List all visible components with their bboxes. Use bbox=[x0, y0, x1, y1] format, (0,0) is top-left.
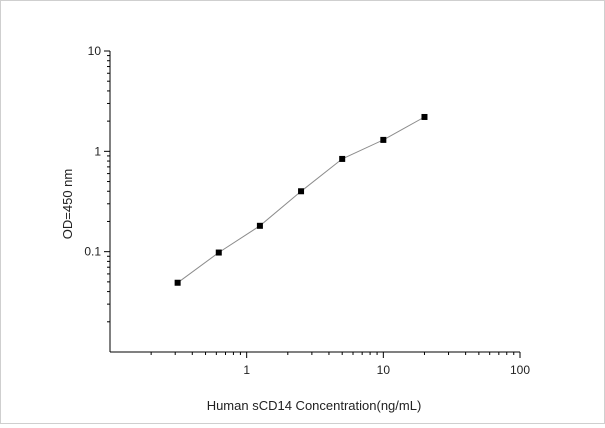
series-line bbox=[177, 116, 425, 284]
data-point bbox=[421, 113, 428, 120]
y-tick-label: 10 bbox=[88, 44, 102, 58]
y-axis-label: OD=450 nm bbox=[60, 169, 75, 239]
data-point bbox=[380, 136, 387, 143]
x-tick-label: 10 bbox=[377, 363, 391, 377]
data-point bbox=[174, 279, 181, 286]
y-tick-label: 1 bbox=[94, 144, 101, 158]
data-point bbox=[298, 188, 305, 195]
curve bbox=[177, 116, 425, 284]
data-point bbox=[256, 222, 263, 229]
x-tick-label: 100 bbox=[510, 363, 530, 377]
data-point bbox=[339, 155, 346, 162]
data-points bbox=[174, 113, 428, 286]
y-tick-label: 0.1 bbox=[84, 245, 101, 259]
ticks: 1 10 100 0.1 1 10 bbox=[84, 44, 530, 377]
x-axis-label: Human sCD14 Concentration(ng/mL) bbox=[207, 398, 422, 413]
axes bbox=[109, 51, 520, 353]
data-point bbox=[215, 249, 222, 256]
x-tick-label: 1 bbox=[243, 363, 250, 377]
